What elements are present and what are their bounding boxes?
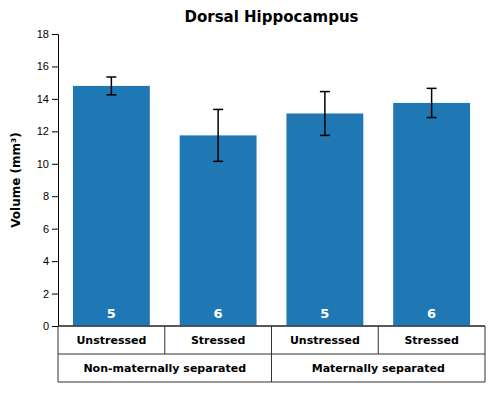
y-tick: 14 bbox=[37, 93, 58, 105]
error-bar-cap bbox=[320, 135, 330, 137]
y-tick-mark bbox=[52, 99, 58, 100]
error-bar-stem bbox=[217, 109, 219, 161]
error-bar-cap bbox=[106, 94, 116, 96]
y-tick: 4 bbox=[43, 255, 58, 267]
y-tick: 10 bbox=[37, 158, 58, 170]
y-axis-line bbox=[52, 35, 59, 327]
y-tick-label: 6 bbox=[43, 223, 49, 235]
table-line bbox=[164, 326, 165, 354]
n-label: 5 bbox=[107, 306, 116, 321]
table-line bbox=[378, 326, 379, 354]
label-table: Unstressed Stressed Unstressed Stressed Non-… bbox=[58, 326, 485, 382]
y-tick-mark bbox=[52, 131, 58, 132]
y-tick-label: 12 bbox=[37, 125, 49, 137]
error-bar-stem bbox=[324, 92, 326, 136]
y-tick-mark bbox=[52, 294, 58, 295]
error-bar-cap bbox=[427, 88, 437, 90]
y-axis: 0 2 4 6 8 10 12 14 16 18 bbox=[37, 28, 59, 332]
y-tick-label: 0 bbox=[43, 320, 49, 332]
error-bar-cap bbox=[213, 161, 223, 163]
y-tick-mark bbox=[52, 164, 58, 165]
y-tick-label: 18 bbox=[37, 28, 49, 40]
error-bar-cap bbox=[427, 117, 437, 119]
y-tick: 0 bbox=[43, 320, 58, 332]
y-axis-title: Volume (mm³) bbox=[9, 132, 23, 228]
y-tick-label: 4 bbox=[43, 255, 49, 267]
y-tick-mark bbox=[52, 196, 58, 197]
y-tick: 2 bbox=[43, 288, 58, 300]
error-bar bbox=[320, 92, 330, 136]
y-tick: 12 bbox=[37, 125, 58, 137]
error-bar-stem bbox=[431, 88, 433, 117]
y-tick: 6 bbox=[43, 223, 58, 235]
category-label: Stressed bbox=[191, 334, 246, 347]
y-tick-label: 14 bbox=[37, 93, 49, 105]
table-line bbox=[485, 326, 486, 382]
error-bar-cap bbox=[213, 109, 223, 111]
error-bar bbox=[213, 109, 223, 161]
error-bar-cap bbox=[320, 91, 330, 93]
y-tick: 16 bbox=[37, 60, 58, 72]
error-bar bbox=[106, 77, 116, 95]
title: Dorsal Hippocampus bbox=[184, 8, 358, 26]
category-label: Unstressed bbox=[290, 334, 360, 347]
y-tick-mark bbox=[52, 66, 58, 67]
n-label: 5 bbox=[320, 306, 329, 321]
bar bbox=[393, 103, 470, 326]
chart: 0246810121416185656UnstressedStressedUns… bbox=[0, 0, 500, 394]
group-label: Non-maternally separated bbox=[83, 362, 246, 375]
error-bar-cap bbox=[106, 76, 116, 78]
y-tick-mark bbox=[52, 326, 58, 327]
y-tick: 18 bbox=[37, 28, 58, 40]
y-tick-mark bbox=[52, 34, 58, 35]
y-tick-label: 8 bbox=[43, 190, 49, 202]
bar bbox=[73, 86, 150, 326]
y-tick-label: 16 bbox=[37, 60, 49, 72]
y-tick-label: 2 bbox=[43, 288, 49, 300]
y-tick-label: 10 bbox=[37, 158, 49, 170]
category-label: Stressed bbox=[404, 334, 459, 347]
y-tick-mark bbox=[52, 229, 58, 230]
n-label: 6 bbox=[214, 306, 223, 321]
error-bar bbox=[427, 88, 437, 117]
table-line bbox=[271, 326, 272, 382]
table-line bbox=[58, 326, 59, 382]
marks bbox=[73, 77, 470, 326]
bar bbox=[286, 113, 363, 326]
plot: 0246810121416185656UnstressedStressedUns… bbox=[37, 28, 485, 382]
error-bar-stem bbox=[111, 77, 113, 95]
n-label: 6 bbox=[427, 306, 436, 321]
category-label: Unstressed bbox=[76, 334, 146, 347]
group-label: Maternally separated bbox=[312, 362, 445, 375]
y-tick-mark bbox=[52, 261, 58, 262]
y-tick: 8 bbox=[43, 190, 58, 202]
bar bbox=[180, 135, 257, 326]
